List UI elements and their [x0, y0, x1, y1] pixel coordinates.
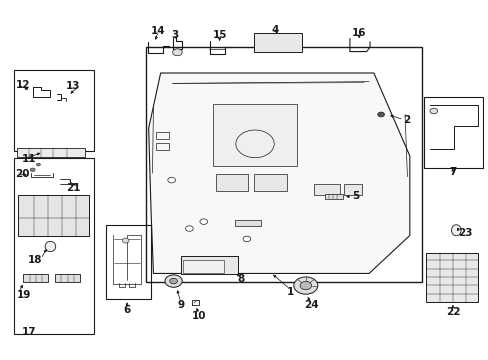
Text: 21: 21: [66, 183, 81, 193]
Text: 14: 14: [151, 26, 165, 36]
Polygon shape: [148, 73, 409, 274]
Circle shape: [122, 238, 129, 243]
Circle shape: [200, 219, 207, 224]
Text: 11: 11: [21, 154, 36, 164]
Bar: [181, 256, 237, 274]
Text: 16: 16: [351, 28, 366, 38]
Bar: [105, 225, 151, 300]
Circle shape: [172, 49, 182, 56]
Bar: [183, 260, 224, 273]
Bar: [18, 195, 89, 236]
Text: 18: 18: [28, 255, 42, 265]
Text: 8: 8: [237, 274, 244, 284]
Circle shape: [243, 236, 250, 242]
Bar: [23, 274, 48, 282]
Ellipse shape: [45, 241, 56, 252]
Circle shape: [185, 226, 193, 231]
Text: 24: 24: [304, 300, 318, 310]
Text: 13: 13: [66, 81, 81, 91]
Text: 17: 17: [21, 327, 36, 337]
Bar: [215, 174, 248, 190]
Circle shape: [30, 168, 35, 171]
Text: 15: 15: [212, 30, 226, 40]
Bar: [55, 274, 80, 282]
Text: 12: 12: [16, 80, 30, 90]
Circle shape: [235, 130, 274, 158]
Text: 1: 1: [286, 288, 293, 297]
Text: 19: 19: [17, 290, 31, 300]
Bar: [325, 194, 343, 199]
Bar: [156, 143, 169, 150]
Bar: [425, 253, 477, 302]
Bar: [14, 69, 93, 151]
Circle shape: [169, 278, 177, 284]
Bar: [213, 104, 297, 166]
Text: 2: 2: [403, 115, 410, 125]
Circle shape: [293, 277, 317, 294]
Circle shape: [377, 112, 384, 117]
Bar: [146, 47, 421, 282]
Bar: [344, 184, 362, 195]
Ellipse shape: [450, 225, 460, 236]
Text: 3: 3: [171, 30, 178, 40]
Circle shape: [429, 108, 437, 114]
Text: 9: 9: [177, 300, 184, 310]
Circle shape: [164, 275, 182, 287]
Bar: [156, 132, 169, 139]
Bar: [14, 158, 93, 334]
Circle shape: [167, 177, 175, 183]
Bar: [254, 33, 302, 52]
Bar: [254, 174, 286, 190]
Circle shape: [37, 163, 41, 166]
Text: 5: 5: [351, 191, 358, 201]
Text: 7: 7: [448, 167, 456, 176]
Bar: [313, 184, 340, 195]
Bar: [17, 148, 85, 157]
Circle shape: [300, 282, 311, 290]
Text: 4: 4: [271, 25, 279, 35]
Bar: [424, 97, 482, 168]
Text: 23: 23: [457, 228, 471, 238]
Text: 20: 20: [16, 169, 30, 179]
Text: 22: 22: [445, 307, 459, 317]
Bar: [234, 220, 261, 226]
Text: 10: 10: [191, 311, 206, 321]
Text: 6: 6: [123, 305, 130, 315]
